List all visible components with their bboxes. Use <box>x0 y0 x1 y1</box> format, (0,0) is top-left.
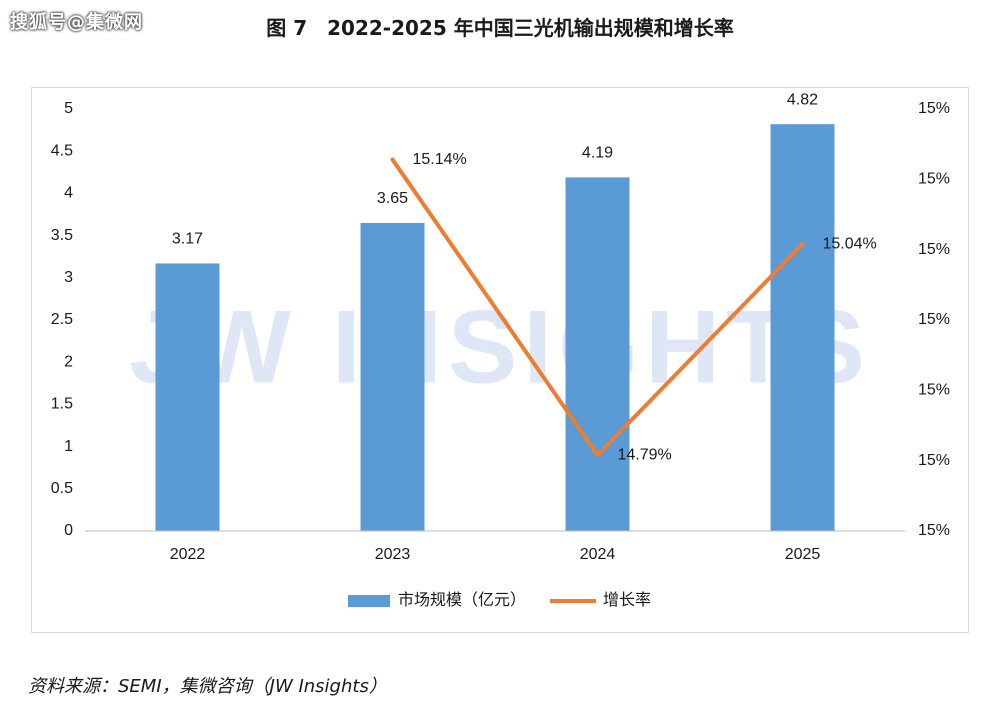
y-left-tick-label: 4 <box>64 185 73 202</box>
growth-rate-point <box>390 157 395 162</box>
bar-data-label: 3.65 <box>377 190 408 207</box>
bar <box>770 124 835 531</box>
bar-data-label: 3.17 <box>172 231 203 248</box>
y-left-tick-label: 1 <box>64 438 73 455</box>
y-left-tick-label: 3 <box>64 269 73 286</box>
x-tick-label: 2024 <box>580 546 616 563</box>
source-note: 资料来源：SEMI，集微咨询（JW Insights） <box>28 676 387 697</box>
x-tick-label: 2022 <box>170 546 206 563</box>
growth-rate-point <box>595 453 600 458</box>
background-watermark: JW INSIGHTS <box>129 289 871 405</box>
bar-data-label: 4.82 <box>787 91 818 108</box>
growth-rate-point <box>800 242 805 247</box>
y-left-tick-label: 1.5 <box>51 396 73 413</box>
y-left-tick-label: 2 <box>64 353 73 370</box>
figure-title: 图 7 2022-2025 年中国三光机输出规模和增长率 <box>266 16 734 40</box>
y-right-tick-label: 15% <box>918 171 950 188</box>
line-data-label: 15.14% <box>413 151 467 168</box>
x-tick-label: 2023 <box>375 546 411 563</box>
bar <box>565 177 630 531</box>
watermark-text: 搜狐号@集微网 <box>10 12 143 33</box>
bar <box>360 222 425 531</box>
legend-label-line: 增长率 <box>603 591 651 609</box>
y-right-tick-label: 15% <box>918 452 950 469</box>
y-left-tick-label: 0 <box>64 522 73 539</box>
x-tick-label: 2025 <box>785 546 821 563</box>
y-left-tick-label: 0.5 <box>51 480 73 497</box>
bar <box>155 263 220 531</box>
y-right-tick-label: 15% <box>918 311 950 328</box>
legend-label-bar: 市场规模（亿元） <box>398 591 526 609</box>
chart-frame <box>31 87 969 633</box>
line-data-label: 14.79% <box>618 446 672 463</box>
y-left-tick-label: 4.5 <box>51 142 73 159</box>
y-right-tick-label: 15% <box>918 241 950 258</box>
legend-swatch-bar <box>348 595 390 607</box>
line-data-label: 15.04% <box>823 235 877 252</box>
y-left-tick-label: 2.5 <box>51 311 73 328</box>
y-right-tick-label: 15% <box>918 100 950 117</box>
y-right-tick-label: 15% <box>918 382 950 399</box>
y-left-tick-label: 3.5 <box>51 227 73 244</box>
y-right-tick-label: 15% <box>918 522 950 539</box>
y-left-tick-label: 5 <box>64 100 73 117</box>
bar-data-label: 4.19 <box>582 145 613 162</box>
